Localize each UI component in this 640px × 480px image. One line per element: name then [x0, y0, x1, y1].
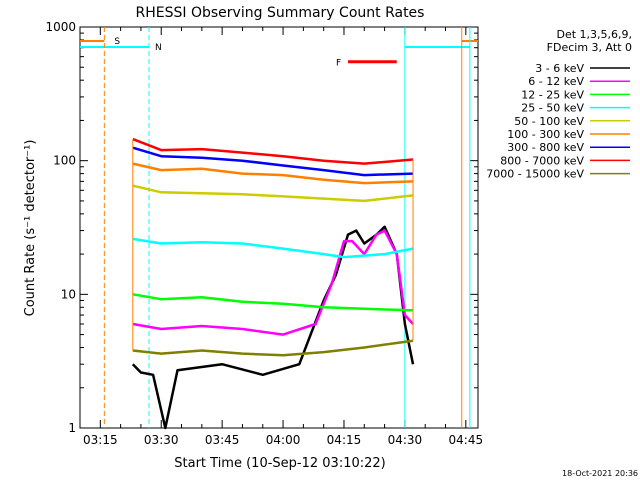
x-tick-label: 04:30	[388, 433, 423, 447]
legend-label: 3 - 6 keV	[535, 62, 584, 75]
x-tick-label: 03:15	[83, 433, 118, 447]
series-line-7	[132, 137, 414, 165]
chart-title: RHESSI Observing Summary Count Rates	[136, 5, 425, 21]
y-tick-label: 1000	[45, 20, 76, 34]
series-line-4	[132, 184, 414, 203]
footer-timestamp: 18-Oct-2021 20:36	[562, 469, 638, 478]
x-tick-label: 04:00	[266, 433, 301, 447]
flare-label: F	[336, 59, 341, 69]
legend-header-line-1: Det 1,3,5,6,9,	[556, 28, 632, 41]
night-label: N	[155, 43, 162, 53]
x-tick-label: 03:30	[144, 433, 179, 447]
plot-area: 1 10 100 1000 03:15 03:30 03:45 04:00 04:15 04:30…	[45, 20, 483, 447]
x-tick-label: 04:45	[449, 433, 484, 447]
legend-label: 7000 - 15000 keV	[486, 168, 584, 181]
legend-label: 800 - 7000 keV	[500, 154, 584, 167]
x-axis-label: Start Time (10-Sep-12 03:10:22)	[174, 456, 385, 471]
series-line-8	[132, 339, 414, 357]
series-line-6	[132, 146, 414, 177]
y-tick-label: 100	[53, 154, 76, 168]
series-line-3	[132, 237, 414, 259]
legend-label: 6 - 12 keV	[528, 75, 584, 88]
legend-label: 300 - 800 keV	[507, 141, 584, 154]
x-tick-label: 03:45	[205, 433, 240, 447]
y-axis-label: Count Rate (s⁻¹ detector⁻¹)	[23, 140, 38, 317]
series-line-5	[132, 162, 414, 185]
y-tick-label: 10	[61, 287, 76, 301]
plot-frame	[79, 26, 479, 429]
legend-label: 100 - 300 keV	[507, 128, 584, 141]
legend-label: 25 - 50 keV	[521, 102, 584, 115]
legend-label: 50 - 100 keV	[514, 115, 584, 128]
series-line-1	[132, 229, 414, 336]
legend-header-line-2: FDecim 3, Att 0	[547, 41, 632, 54]
x-tick-label: 04:15	[327, 433, 362, 447]
series-line-2	[132, 293, 414, 312]
saa-label: S	[114, 37, 120, 47]
y-tick-label: 1	[68, 421, 76, 435]
legend-label: 12 - 25 keV	[521, 88, 584, 101]
